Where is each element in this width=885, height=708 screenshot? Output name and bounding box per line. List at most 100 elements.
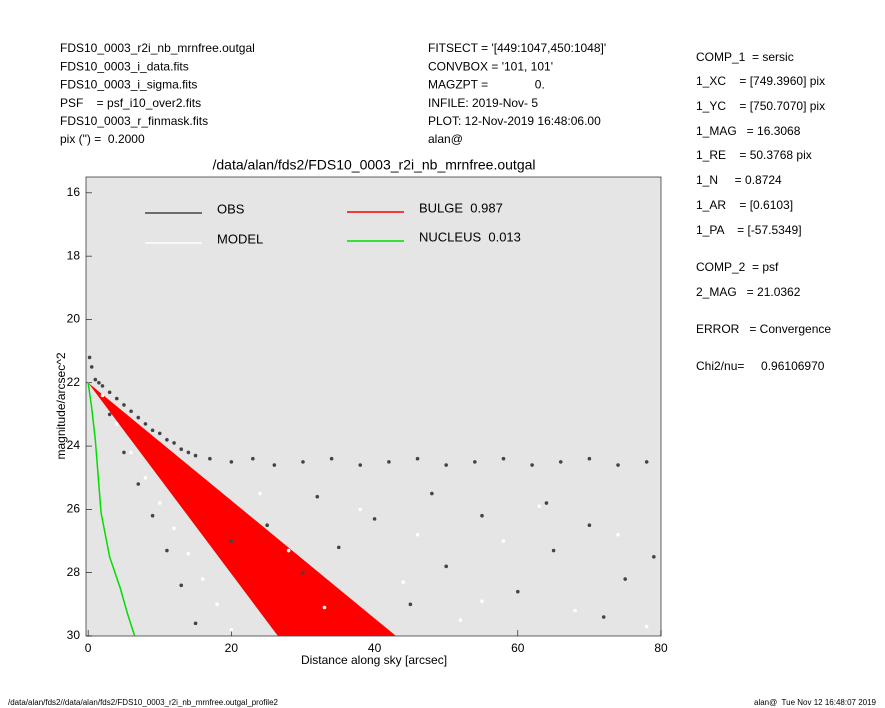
data-point [165,548,169,553]
header-middle-line: MAGZPT = 0. [428,78,545,92]
data-point [129,450,133,455]
data-point [193,453,198,458]
header-right-line: 1_PA = [-57.5349] [696,223,802,237]
y-tick-label: 30 [67,628,81,642]
legend-label: BULGE 0.987 [419,200,503,215]
data-point [186,450,191,455]
data-point [107,412,112,417]
header-right-line: Chi2/nu= 0.96106970 [696,359,825,373]
y-tick-label: 26 [67,502,81,516]
header-middle-line: PLOT: 12-Nov-2019 16:48:06.00 [428,114,601,128]
data-point [179,447,184,452]
data-point [272,463,277,467]
header-right-line: COMP_2 = psf [696,260,779,274]
data-point [143,422,148,426]
data-point [229,460,234,464]
y-axis-label: magnitude/arcsec^2 [54,352,68,459]
data-point [157,501,162,505]
header-right-line: COMP_1 = sersic [696,50,794,64]
data-point [408,602,413,607]
data-point [186,551,191,556]
data-point [208,456,212,461]
data-point [401,580,406,584]
data-point [415,456,420,461]
legend-label: MODEL [217,231,263,246]
data-point [150,428,155,433]
data-point [143,475,148,480]
plot-area [85,176,662,637]
y-tick-label: 16 [67,185,81,199]
header-right-line: 1_YC = [750.7070] pix [696,99,825,113]
data-point [501,456,506,461]
header-middle-line: CONVBOX = '101, 101' [428,59,553,73]
data-point [444,463,448,467]
data-point [551,548,556,553]
y-tick-label: 24 [67,438,81,452]
header-right-line: 1_XC = [749.3960] pix [696,74,825,88]
data-point [89,365,94,369]
data-point [179,583,184,588]
header-middle-line: alan@ [428,132,463,146]
data-point [515,589,520,594]
data-point [587,523,592,528]
data-point [200,577,205,581]
footer-right: alan@ Tue Nov 12 16:48:07 2019 [754,698,877,707]
data-point [215,602,219,607]
data-point [415,532,420,537]
y-tick-label: 20 [67,312,81,326]
header-middle-line: FITSECT = '[449:1047,450:1048]' [428,41,606,55]
data-point [100,384,105,388]
data-point [644,624,649,629]
data-point [172,441,176,445]
header-left-line: FDS10_0003_i_sigma.fits [60,78,197,92]
data-point [458,618,463,622]
x-tick-label: 40 [368,641,382,655]
data-point [97,380,101,385]
component-line [87,382,136,636]
data-point [573,608,577,613]
data-point [444,564,448,569]
data-point [157,431,162,436]
data-point [358,463,363,467]
data-point [136,415,141,420]
data-point [372,517,377,521]
data-point [122,403,126,407]
data-point [530,463,534,467]
data-point [301,460,305,464]
x-axis-label: Distance along sky [arcsec] [301,653,447,667]
y-tick-label: 28 [67,565,81,579]
data-point [601,615,606,619]
header-right-line: ERROR = Convergence [696,322,831,336]
data-point [480,513,484,518]
data-point [114,396,119,401]
header-left-line: FDS10_0003_i_data.fits [60,59,189,73]
data-point [229,627,234,632]
data-point [258,491,262,496]
header-left-line: pix (") = 0.2000 [60,132,145,146]
legend-label: NUCLEUS 0.013 [419,229,521,244]
data-point [286,548,291,553]
data-point [329,456,334,461]
y-tick-label: 18 [67,248,81,262]
component-area [88,382,397,636]
data-point [644,460,649,464]
header-right-line: 1_MAG = 16.3068 [696,124,801,138]
data-point [114,422,119,426]
header-left-line: FDS10_0003_r2i_nb_mrnfree.outgal [60,41,255,55]
x-tick-label: 20 [225,641,239,655]
legend-label: OBS [217,201,245,216]
header-left-line: FDS10_0003_r_finmask.fits [60,114,208,128]
footer-left: /data/alan/fds2//data/alan/fds2/FDS10_00… [8,698,279,707]
plot-layer [87,355,656,636]
x-tick-label: 80 [654,641,668,655]
data-point [473,460,477,464]
data-point [537,504,542,509]
data-point [93,377,98,382]
data-point [301,570,305,575]
data-point [251,456,255,461]
header-right-line: 1_RE = 50.3768 pix [696,148,812,162]
data-point [587,456,592,461]
data-point [616,463,620,467]
